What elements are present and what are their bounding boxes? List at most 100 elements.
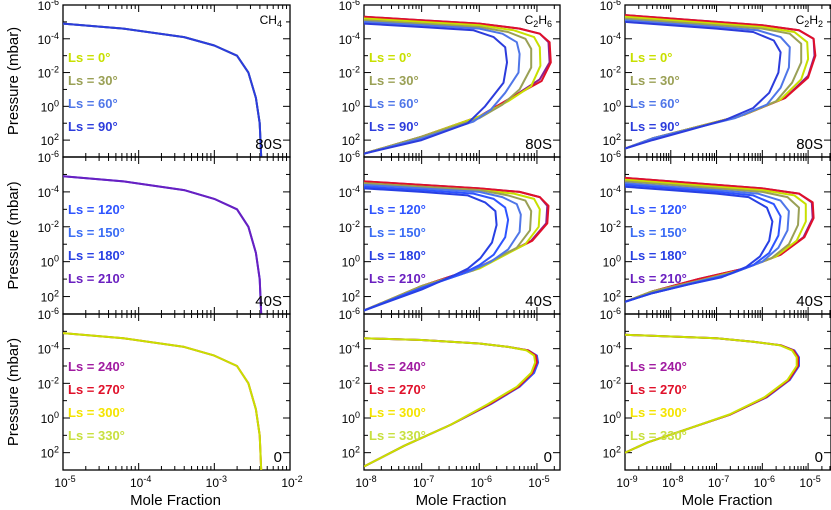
legend-entry: Ls = 270°: [630, 382, 687, 397]
legend-entry: Ls = 270°: [68, 382, 125, 397]
legend-entry: Ls = 120°: [68, 202, 125, 217]
panel-c2h2-0: 10-6 10-4 10-2 100 102 10-9 10-8 10-7 10-6 10-5 0 L…: [600, 306, 831, 490]
legend-entry: Ls = 180°: [630, 248, 687, 263]
latitude-label: 80S: [255, 136, 282, 153]
y-tick-label: 100: [41, 98, 59, 114]
series-line: [364, 337, 537, 468]
panel-ch4-0: 10-6 10-4 10-2 100 102 10-5 10-4 10-3 10-2 0 Ls = …: [38, 306, 303, 490]
y-tick-label: 102: [603, 132, 621, 148]
latitude-label: 0: [544, 449, 552, 466]
legend-entry: Ls = 0°: [369, 50, 411, 65]
legend-entry: Ls = 60°: [68, 96, 118, 111]
y-tick-label: 10-4: [339, 341, 360, 357]
legend-entry: Ls = 240°: [369, 359, 426, 374]
y-tick-label: 102: [603, 445, 621, 461]
legend-entry: Ls = 180°: [68, 248, 125, 263]
legend-entry: Ls = 300°: [630, 405, 687, 420]
latitude-label: 40S: [255, 293, 282, 310]
panel-ch4-40s: 10-6 10-4 10-2 100 102 40S Ls = 120° Ls = 150° L…: [38, 149, 291, 315]
y-tick-label: 100: [603, 98, 621, 114]
series-line: [625, 176, 815, 303]
x-tick-label: 10-2: [281, 474, 302, 490]
series-line: [63, 22, 263, 157]
series-line: [364, 185, 510, 312]
y-axis-title: Pressure (mbar): [5, 338, 22, 446]
series-line: [63, 332, 263, 470]
plot-frame: [62, 313, 291, 471]
legend-entry: Ls = 150°: [630, 225, 687, 240]
y-tick-label: 10-2: [600, 65, 621, 81]
y-tick-label: 100: [603, 410, 621, 426]
y-tick-label: 10-6: [38, 306, 59, 322]
y-tick-label: 102: [603, 289, 621, 305]
legend-entry: Ls = 60°: [630, 96, 680, 111]
series-line: [63, 22, 263, 157]
y-tick-label: 100: [342, 98, 360, 114]
legend-entry: Ls = 90°: [630, 119, 680, 134]
y-tick-label: 10-4: [38, 341, 59, 357]
y-tick-label: 10-4: [600, 31, 621, 47]
x-tick-label: 10-7: [413, 474, 434, 490]
y-tick-label: 10-6: [600, 149, 621, 165]
legend-entry: Ls = 90°: [68, 119, 118, 134]
series-line: [364, 17, 542, 155]
series-line: [63, 175, 263, 314]
y-tick-label: 10-6: [600, 0, 621, 13]
y-tick-label: 10-6: [600, 306, 621, 322]
x-tick-label: 10-5: [528, 474, 549, 490]
series-line: [625, 333, 798, 454]
panel-c2h6-40s: 10-6 10-4 10-2 100 102 40S Ls = 120° Ls = 150° L…: [339, 149, 561, 315]
x-tick-label: 10-5: [799, 474, 820, 490]
series-line: [625, 185, 774, 303]
legend-entry: Ls = 30°: [369, 73, 419, 88]
series-line: [63, 332, 263, 470]
y-tick-label: 100: [41, 410, 59, 426]
series-line: [63, 22, 263, 157]
legend-entry: Ls = 0°: [68, 50, 110, 65]
series-line: [63, 22, 263, 157]
y-tick-label: 100: [342, 254, 360, 270]
x-tick-label: 10-5: [54, 474, 75, 490]
y-tick-label: 10-4: [339, 184, 360, 200]
legend-entry: Ls = 270°: [369, 382, 426, 397]
panel-c2h2-40s: 10-6 10-4 10-2 100 102 40S Ls = 120° Ls = 150° L…: [600, 149, 831, 315]
x-tick-label: 10-6: [471, 474, 492, 490]
y-tick-label: 10-2: [339, 375, 360, 391]
series-line: [364, 187, 498, 312]
y-tick-label: 100: [603, 254, 621, 270]
y-tick-label: 102: [342, 289, 360, 305]
panel-c2h2-80s: 10-6 10-4 10-2 100 102 C2H2 80S Ls = 0° Ls = 30°…: [600, 0, 831, 158]
y-tick-label: 10-2: [38, 65, 59, 81]
legend-entry: Ls = 150°: [369, 225, 426, 240]
legend-entry: Ls = 240°: [68, 359, 125, 374]
series-line: [625, 20, 782, 150]
x-tick-label: 10-6: [754, 474, 775, 490]
latitude-label: 80S: [525, 136, 552, 153]
x-axis-title: Mole Fraction: [682, 492, 773, 509]
series-line: [63, 175, 263, 314]
y-tick-label: 10-6: [339, 0, 360, 13]
x-tick-label: 10-3: [206, 474, 227, 490]
y-tick-label: 10-2: [600, 219, 621, 235]
legend-entry: Ls = 90°: [369, 119, 419, 134]
latitude-label: 80S: [796, 136, 823, 153]
legend-entry: Ls = 300°: [68, 405, 125, 420]
legend-entry: Ls = 30°: [68, 73, 118, 88]
y-tick-label: 10-4: [339, 31, 360, 47]
series-line: [364, 337, 540, 468]
y-tick-label: 102: [342, 445, 360, 461]
y-tick-label: 10-6: [339, 306, 360, 322]
legend-entry: Ls = 330°: [68, 428, 125, 443]
legend-entry: Ls = 300°: [369, 405, 426, 420]
legend-entry: Ls = 330°: [369, 428, 426, 443]
y-tick-label: 100: [41, 254, 59, 270]
y-tick-label: 102: [41, 445, 59, 461]
y-tick-label: 10-4: [38, 184, 59, 200]
x-tick-label: 10-7: [708, 474, 729, 490]
y-tick-label: 102: [41, 132, 59, 148]
legend-entry: Ls = 210°: [630, 271, 687, 286]
latitude-label: 40S: [796, 293, 823, 310]
x-axis-title: Mole Fraction: [416, 492, 507, 509]
y-tick-label: 10-2: [339, 65, 360, 81]
